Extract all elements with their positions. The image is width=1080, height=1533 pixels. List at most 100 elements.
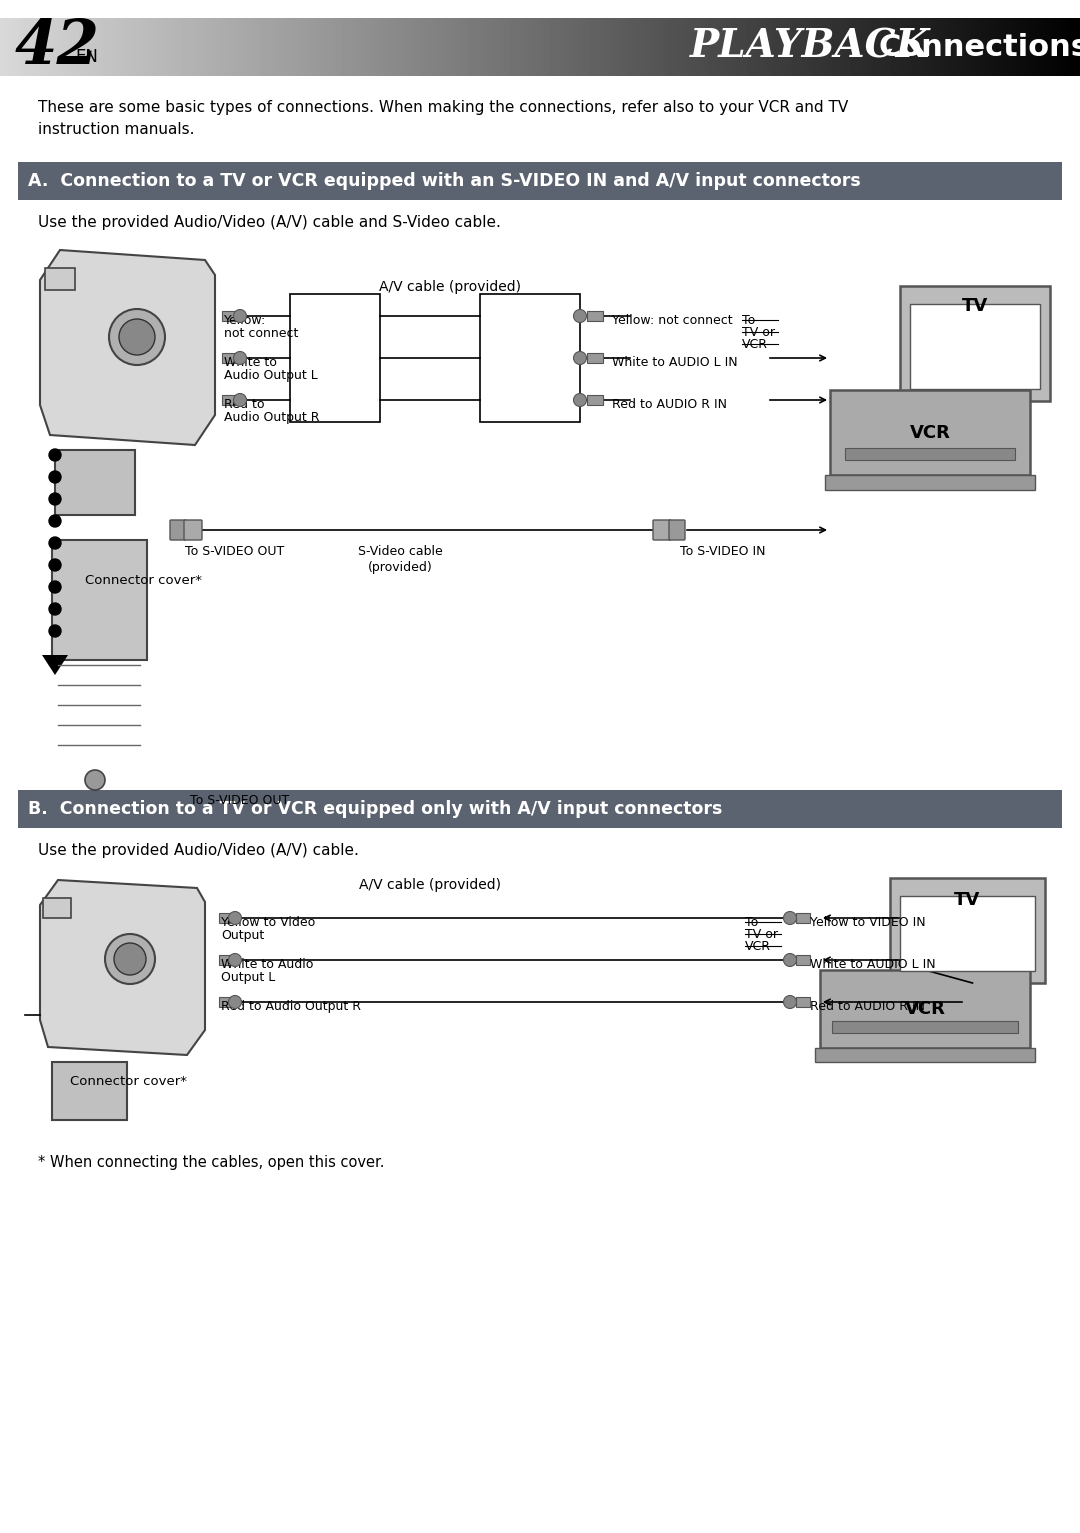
Circle shape: [233, 310, 246, 322]
Bar: [588, 311, 603, 320]
Text: Use the provided Audio/Video (A/V) cable and S-Video cable.: Use the provided Audio/Video (A/V) cable…: [38, 215, 501, 230]
Circle shape: [229, 995, 242, 1009]
Text: Connections: Connections: [878, 32, 1080, 61]
Circle shape: [49, 515, 60, 527]
Circle shape: [229, 912, 242, 924]
Circle shape: [229, 954, 242, 966]
Text: PLAYBACK: PLAYBACK: [690, 28, 930, 66]
Bar: [52, 1062, 127, 1121]
Text: A/V cable (provided): A/V cable (provided): [379, 281, 521, 294]
Bar: [845, 448, 1015, 460]
Bar: [832, 1021, 1018, 1033]
Circle shape: [49, 602, 60, 615]
Text: TV: TV: [962, 297, 988, 314]
Text: Red to AUDIO R IN: Red to AUDIO R IN: [612, 399, 727, 411]
Circle shape: [49, 449, 60, 461]
Text: not connect: not connect: [224, 327, 298, 340]
Circle shape: [783, 954, 797, 966]
FancyBboxPatch shape: [184, 520, 202, 540]
Bar: [43, 898, 71, 918]
Text: Use the provided Audio/Video (A/V) cable.: Use the provided Audio/Video (A/V) cable…: [38, 843, 359, 858]
Bar: [291, 294, 380, 422]
Text: EN: EN: [75, 48, 98, 66]
Polygon shape: [42, 655, 68, 675]
Bar: [900, 895, 1035, 970]
Bar: [219, 996, 233, 1007]
Bar: [588, 396, 603, 405]
Text: TV or: TV or: [745, 927, 778, 941]
Bar: [18, 789, 1062, 828]
Bar: [222, 311, 238, 320]
Text: TV: TV: [955, 891, 981, 909]
Text: To S-VIDEO OUT: To S-VIDEO OUT: [185, 546, 284, 558]
Circle shape: [49, 625, 60, 638]
Text: VCR: VCR: [909, 423, 950, 442]
Text: Connector cover*: Connector cover*: [70, 1075, 187, 1088]
Circle shape: [119, 319, 156, 356]
Bar: [219, 914, 233, 923]
Circle shape: [573, 310, 586, 322]
FancyBboxPatch shape: [669, 520, 685, 540]
Bar: [820, 970, 1030, 1049]
Bar: [890, 878, 1045, 983]
Bar: [55, 451, 135, 515]
Circle shape: [233, 351, 246, 365]
Circle shape: [49, 494, 60, 504]
Text: To S-VIDEO IN: To S-VIDEO IN: [680, 546, 766, 558]
Text: To S-VIDEO OUT: To S-VIDEO OUT: [190, 794, 289, 806]
Bar: [825, 475, 1035, 491]
Text: S-Video cable
(provided): S-Video cable (provided): [357, 546, 443, 573]
Text: Red to Audio Output R: Red to Audio Output R: [221, 1000, 361, 1013]
Text: Connector cover*: Connector cover*: [85, 573, 202, 587]
Text: White to Audio: White to Audio: [221, 958, 313, 970]
Text: A.  Connection to a TV or VCR equipped with an S-VIDEO IN and A/V input connecto: A. Connection to a TV or VCR equipped wi…: [28, 172, 861, 190]
Bar: [796, 914, 810, 923]
Bar: [910, 304, 1040, 389]
Circle shape: [233, 394, 246, 406]
Text: VCR: VCR: [742, 337, 768, 351]
Circle shape: [573, 394, 586, 406]
Bar: [796, 955, 810, 964]
Bar: [52, 540, 147, 661]
Bar: [480, 294, 580, 422]
Circle shape: [105, 934, 156, 984]
Circle shape: [573, 351, 586, 365]
Text: VCR: VCR: [745, 940, 771, 954]
Circle shape: [783, 912, 797, 924]
Bar: [45, 268, 75, 290]
FancyBboxPatch shape: [653, 520, 671, 540]
Bar: [900, 287, 1050, 402]
Text: To: To: [745, 917, 758, 929]
Circle shape: [49, 581, 60, 593]
Text: Red to AUDIO R IN: Red to AUDIO R IN: [810, 1000, 924, 1013]
FancyBboxPatch shape: [170, 520, 186, 540]
Text: Audio Output R: Audio Output R: [224, 411, 320, 425]
Text: These are some basic types of connections. When making the connections, refer al: These are some basic types of connection…: [38, 100, 848, 136]
Text: TV or: TV or: [742, 327, 775, 339]
Bar: [219, 955, 233, 964]
Text: White to AUDIO L IN: White to AUDIO L IN: [810, 958, 935, 970]
Circle shape: [49, 471, 60, 483]
Bar: [588, 353, 603, 363]
Text: Yellow:: Yellow:: [224, 314, 267, 327]
Text: Red to: Red to: [224, 399, 265, 411]
Text: Yellow to VIDEO IN: Yellow to VIDEO IN: [810, 917, 926, 929]
Text: Audio Output L: Audio Output L: [224, 369, 318, 382]
Text: To: To: [742, 314, 755, 327]
Circle shape: [49, 560, 60, 570]
Text: Output: Output: [221, 929, 265, 941]
Text: * When connecting the cables, open this cover.: * When connecting the cables, open this …: [38, 1154, 384, 1170]
Text: VCR: VCR: [905, 1000, 945, 1018]
Polygon shape: [40, 250, 215, 445]
Text: White to AUDIO L IN: White to AUDIO L IN: [612, 356, 738, 369]
Circle shape: [85, 770, 105, 789]
Text: B.  Connection to a TV or VCR equipped only with A/V input connectors: B. Connection to a TV or VCR equipped on…: [28, 800, 723, 819]
Bar: [831, 389, 1030, 475]
Bar: [796, 996, 810, 1007]
Bar: [222, 396, 238, 405]
Text: Yellow: not connect: Yellow: not connect: [612, 314, 732, 327]
Circle shape: [114, 943, 146, 975]
Circle shape: [49, 537, 60, 549]
Circle shape: [109, 310, 165, 365]
Polygon shape: [40, 880, 205, 1055]
